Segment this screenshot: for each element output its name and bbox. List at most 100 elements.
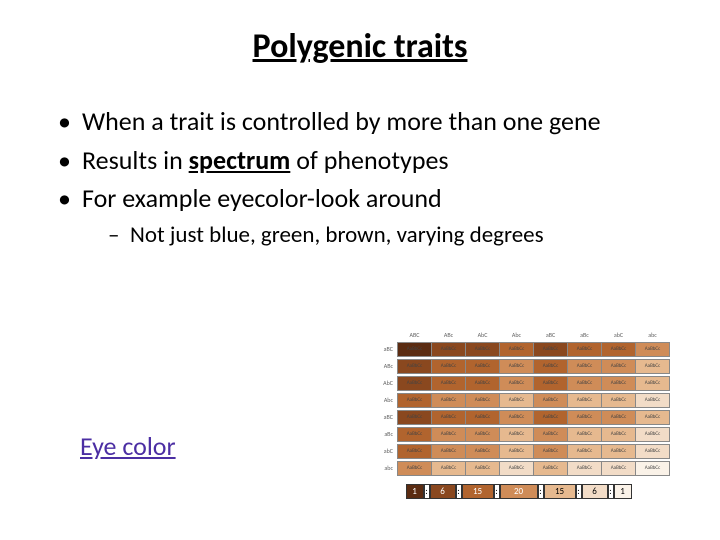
col-header: abc [636,328,670,342]
punnett-cell: AaBbCc [636,461,670,475]
punnett-cell: AaBbCc [500,393,534,407]
col-header: ABC [398,328,432,342]
punnett-cell: AaBbCc [534,427,568,441]
punnett-cell: AaBbCc [466,359,500,373]
punnett-cell: AaBbCc [432,376,466,390]
row-header: abc [364,461,398,475]
punnett-cell: AaBbCc [432,359,466,373]
ratio-segment: 1 [614,484,632,499]
punnett-cell: AaBbCc [432,342,466,356]
punnett-cell: AaBbCc [500,342,534,356]
bullet-text: For example eyecolor-look around [82,182,442,214]
ratio-bar: 1:6:15:20:15:6:1 [406,484,671,499]
punnett-cell: AaBbCc [398,393,432,407]
row-header: Abc [364,393,398,407]
punnett-cell: AaBbCc [466,393,500,407]
punnett-cell: AaBbCc [568,427,602,441]
punnett-cell: AaBbCc [568,393,602,407]
bullet-item: For example eyecolor-look around Not jus… [64,182,680,250]
punnett-cell: AaBbCc [398,427,432,441]
punnett-cell: AaBbCc [466,461,500,475]
punnett-cell: AaBbCc [432,410,466,424]
punnett-cell: AaBbCc [568,359,602,373]
ratio-segment: 15 [462,484,494,499]
sub-bullet-list: Not just blue, green, brown, varying deg… [82,221,680,251]
col-header: ABc [432,328,466,342]
punnett-cell: AaBbCc [500,376,534,390]
punnett-cell: AaBbCc [602,461,636,475]
punnett-cell: AaBbCc [466,427,500,441]
eye-color-link[interactable]: Eye color [80,430,176,462]
punnett-cell: AaBbCc [534,410,568,424]
punnett-cell: AaBbCc [398,410,432,424]
punnett-cell: AaBbCc [534,461,568,475]
punnett-cell: AaBbCc [432,444,466,458]
punnett-cell: AaBbCc [602,427,636,441]
bullet-text: of phenotypes [290,144,448,176]
ratio-segment: 1 [406,484,424,499]
row-header: abC [364,444,398,458]
punnett-cell: AaBbCc [398,359,432,373]
ratio-segment: 15 [544,484,576,499]
punnett-cell: AaBbCc [466,444,500,458]
punnett-cell: AaBbCc [398,444,432,458]
punnett-cell: AaBbCc [534,359,568,373]
col-header: AbC [466,328,500,342]
emphasized-word: spectrum [189,144,291,176]
punnett-cell: AaBbCc [602,376,636,390]
row-header: aBc [364,427,398,441]
punnett-cell: AaBbCc [398,376,432,390]
col-header: Abc [500,328,534,342]
row-header: aBC [364,410,398,424]
punnett-cell: AaBbCc [602,359,636,373]
punnett-cell: AaBbCc [568,342,602,356]
punnett-cell: AaBbCc [432,461,466,475]
ratio-segment: 6 [430,484,456,499]
punnett-cell: AaBbCc [500,359,534,373]
bullet-text: Results in [82,144,189,176]
punnett-cell: AaBbCc [602,410,636,424]
punnett-cell: AaBbCc [500,427,534,441]
punnett-cell: AaBbCc [466,376,500,390]
punnett-cell: AaBbCc [534,393,568,407]
punnett-cell: AaBbCc [500,410,534,424]
punnett-cell: AaBbCc [500,444,534,458]
sub-bullet-item: Not just blue, green, brown, varying deg… [112,221,680,251]
punnett-cell: AaBbCc [534,376,568,390]
punnett-cell: AaBbCc [636,393,670,407]
punnett-cell: AaBbCc [568,376,602,390]
punnett-square: ABCABcAbCAbcaBCaBcabCabcaBCAaBbCcAaBbCcA… [364,328,671,499]
punnett-cell: AaBbCc [636,427,670,441]
punnett-cell: AaBbCc [602,444,636,458]
bullet-item: Results in spectrum of phenotypes [64,144,680,177]
slide-title: Polygenic traits [40,26,680,67]
punnett-cell: AaBbCc [636,359,670,373]
punnett-cell: AaBbCc [568,444,602,458]
punnett-cell: AaBbCc [432,393,466,407]
punnett-cell: AaBbCc [568,461,602,475]
punnett-cell: AaBbCc [500,461,534,475]
bullet-list: When a trait is controlled by more than … [40,105,680,250]
col-header: abC [602,328,636,342]
row-header: aBC [364,342,398,356]
punnett-cell: AaBbCc [466,342,500,356]
row-header: AbC [364,376,398,390]
ratio-segment: 6 [582,484,608,499]
col-header: aBC [534,328,568,342]
punnett-cell: AaBbCc [398,342,432,356]
punnett-cell: AaBbCc [602,393,636,407]
row-header: ABc [364,359,398,373]
punnett-cell: AaBbCc [534,342,568,356]
punnett-cell: AaBbCc [432,427,466,441]
punnett-cell: AaBbCc [636,342,670,356]
punnett-cell: AaBbCc [602,342,636,356]
bullet-item: When a trait is controlled by more than … [64,105,680,138]
ratio-segment: 20 [500,484,538,499]
punnett-grid: ABCABcAbCAbcaBCaBcabCabcaBCAaBbCcAaBbCcA… [364,328,671,476]
punnett-cell: AaBbCc [636,376,670,390]
punnett-cell: AaBbCc [466,410,500,424]
col-header: aBc [568,328,602,342]
punnett-cell: AaBbCc [534,444,568,458]
punnett-cell: AaBbCc [636,444,670,458]
punnett-cell: AaBbCc [568,410,602,424]
